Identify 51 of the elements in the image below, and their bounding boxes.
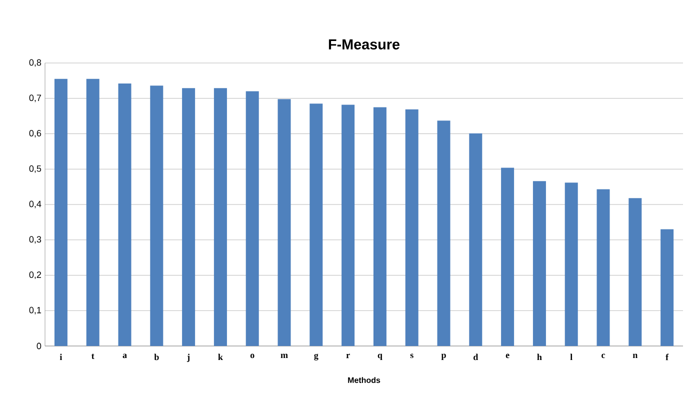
bar (118, 84, 132, 346)
y-tick-label: 0,5 (29, 165, 42, 173)
x-tick-label: f (666, 354, 669, 360)
bar (501, 168, 514, 346)
y-tick-label: 0,4 (29, 200, 42, 208)
bar (214, 88, 227, 346)
bar (469, 133, 482, 346)
x-tick-label: h (537, 354, 542, 360)
bar (660, 229, 674, 346)
chart-title: F-Measure (328, 39, 400, 50)
x-tick-label: k (218, 354, 223, 360)
x-tick-label: m (280, 354, 288, 358)
bar (182, 88, 196, 346)
x-tick-label: s (410, 354, 414, 358)
x-tick-label: g (314, 354, 318, 360)
y-tick-label: 0,1 (29, 306, 42, 314)
bar (628, 198, 642, 346)
bar (596, 189, 610, 346)
x-tick-label: o (250, 354, 254, 358)
y-tick-label: 0,7 (29, 94, 42, 102)
y-tick-label: 0 (36, 342, 42, 350)
y-tick-label: 0,2 (29, 272, 42, 279)
bar (373, 107, 386, 346)
x-axis-title: Methods (348, 377, 380, 383)
bar (532, 181, 546, 346)
x-tick-label: p (441, 354, 446, 360)
x-tick-label: q (378, 354, 382, 360)
x-tick-label: t (91, 354, 94, 359)
bar (246, 91, 259, 346)
bar (342, 104, 355, 346)
bar (278, 99, 291, 346)
x-tick-label: r (346, 354, 350, 358)
bar (150, 86, 164, 346)
y-tick-label: 0,3 (29, 236, 42, 244)
x-tick-label: e (506, 354, 510, 358)
x-tick-label: j (186, 354, 190, 362)
bar (310, 104, 323, 346)
bar (564, 182, 578, 346)
bar (86, 78, 100, 346)
y-tick-label: 0,8 (29, 59, 42, 67)
bar (437, 120, 450, 346)
x-tick-label: n (632, 354, 638, 358)
x-tick-label: l (570, 354, 572, 360)
y-tick-label: 0,6 (29, 130, 42, 138)
bar (54, 78, 68, 346)
x-tick-label: d (474, 354, 478, 360)
x-tick-label: a (122, 354, 127, 358)
x-tick-label: i (60, 354, 62, 360)
x-tick-label: c (602, 354, 606, 358)
x-tick-label: b (154, 354, 159, 360)
bar (405, 109, 418, 346)
